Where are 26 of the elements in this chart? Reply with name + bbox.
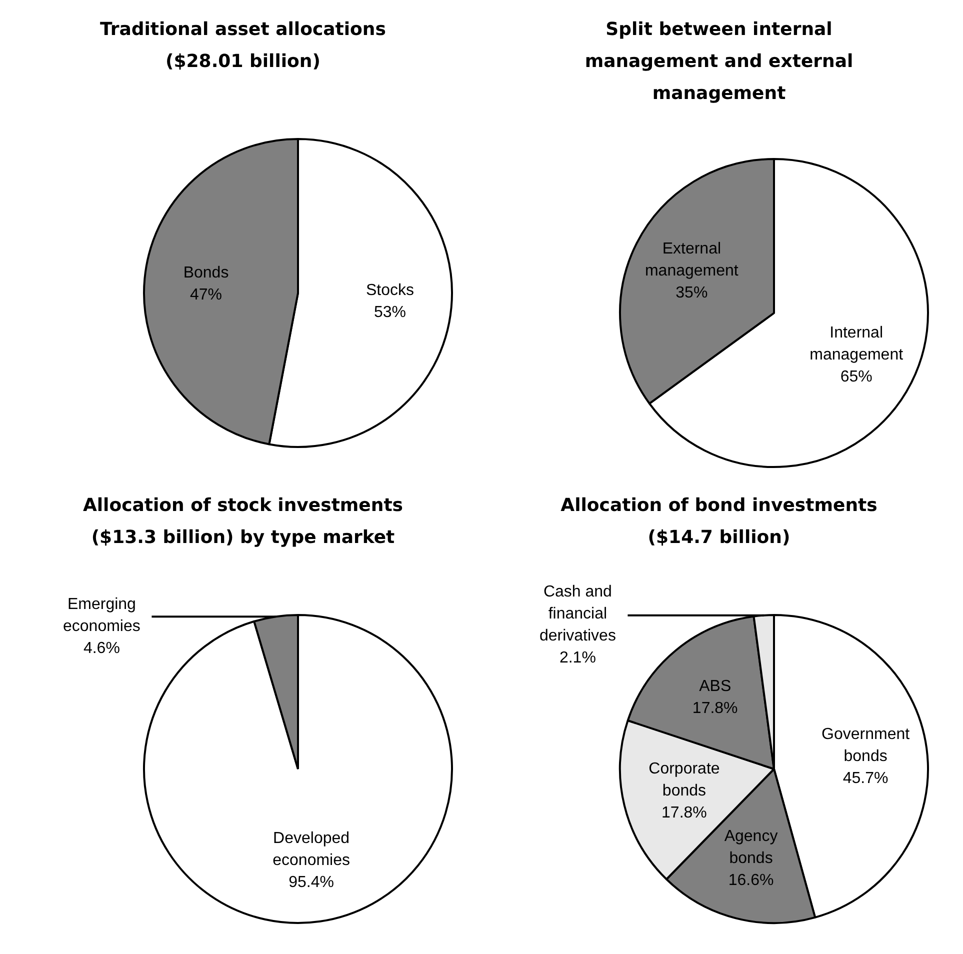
slice-label: Internal management (810, 324, 904, 364)
chart-title: Allocation of stock investments ($13.3 billion) by type market (82, 494, 404, 550)
data-label: 95.4% (288, 874, 334, 891)
slice-label: Corporate bonds (648, 760, 720, 800)
data-label: 17.8% (692, 700, 738, 718)
data-label: 16.6% (728, 872, 774, 889)
slice-label: Cash and financial derivatives (539, 584, 616, 645)
slice-label: Stocks (366, 282, 414, 300)
data-label: 2.1% (559, 650, 596, 667)
chart-title: Traditional asset allocations ($28.01 billion) (99, 18, 387, 74)
data-label: 53% (374, 304, 406, 322)
data-label: 45.7% (842, 770, 888, 787)
data-label: 35% (676, 284, 708, 302)
slice-label: Agency bonds (724, 828, 778, 867)
slice-label: Government bonds (822, 726, 910, 765)
data-label: 47% (190, 286, 222, 304)
slice-label: ABS (699, 678, 732, 696)
slice-label: Developed economies (272, 830, 350, 869)
slice-label: External management (644, 240, 739, 280)
data-label: 4.6% (83, 640, 120, 658)
chart-title: Allocation of bond investments ($14.7 billion) (560, 494, 878, 550)
slice-label: Emerging economies (63, 596, 140, 636)
data-label: 17.8% (662, 804, 707, 822)
slice-label: Bonds (183, 264, 229, 282)
chart-title: Split between internal management and external management (584, 18, 854, 104)
data-label: 65% (840, 368, 872, 386)
